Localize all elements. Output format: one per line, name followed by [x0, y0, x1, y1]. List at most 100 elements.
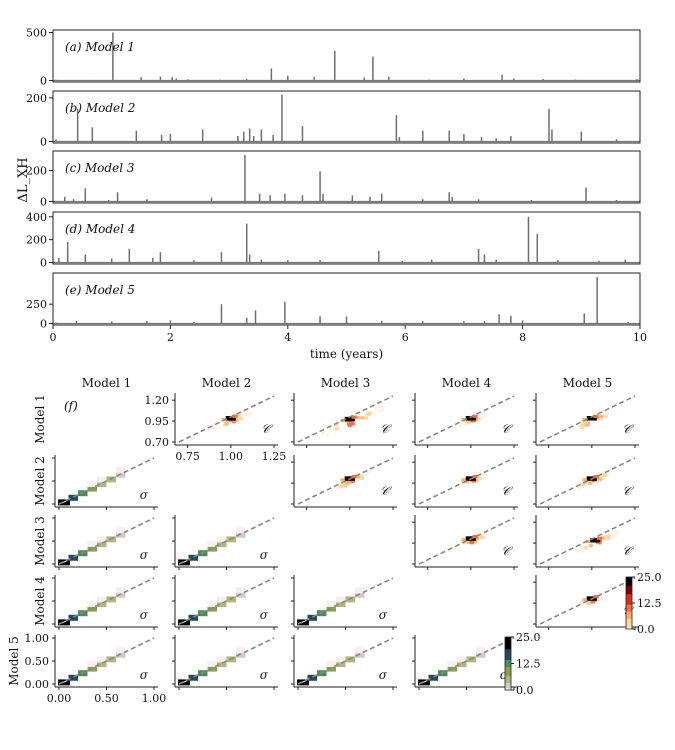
sigma-panel	[52, 575, 158, 630]
correlation-bin	[350, 479, 355, 484]
colorbar-step	[505, 656, 511, 659]
sigma-symbol: σ	[379, 668, 388, 682]
colorbar-label: 0.0	[637, 623, 655, 636]
correlation-bin	[466, 540, 471, 544]
sigma-bin	[97, 656, 107, 663]
sigma-bin	[207, 661, 217, 667]
correlation-bin	[604, 534, 609, 539]
correlation-panel	[172, 393, 278, 448]
colorbar-step	[505, 688, 511, 691]
y-tick-label: 0	[40, 318, 47, 331]
panel-label: (a) Model 1	[65, 40, 135, 54]
colorbar-step	[626, 580, 632, 583]
correlation-bin	[345, 482, 350, 486]
correlation-panel	[412, 393, 518, 448]
x-tick-label: 1.25	[262, 450, 287, 463]
correlation-bin	[224, 421, 229, 425]
correlation-bin	[472, 414, 478, 418]
correlation-bin	[596, 536, 603, 540]
sigma-bin	[457, 661, 467, 667]
colorbar-step	[505, 647, 511, 650]
correlation-bin	[471, 479, 477, 483]
sigma-bin	[217, 656, 227, 663]
correlation-bin	[214, 426, 219, 430]
colorbar-step	[505, 682, 511, 686]
colorbar-step	[626, 623, 632, 627]
correlation-bin	[214, 424, 219, 428]
correlation-bin	[246, 410, 252, 414]
colorbar-step	[626, 622, 632, 625]
correlation-bin	[588, 544, 593, 548]
sigma-bin	[217, 661, 227, 667]
correlation-bin	[576, 487, 582, 491]
correlation-bin	[334, 427, 340, 431]
colorbar-step	[626, 611, 632, 614]
correlation-bin	[585, 423, 590, 427]
colorbar-label: 0.0	[516, 684, 534, 697]
colorbar-step	[505, 665, 511, 668]
correlation-core	[590, 538, 601, 543]
correlation-bin	[588, 481, 593, 485]
correlation-symbol: 𝒞	[501, 484, 513, 498]
correlation-bin	[365, 470, 370, 474]
sigma-symbol: σ	[140, 608, 149, 622]
colorbar-step	[505, 652, 511, 656]
correlation-bin	[602, 413, 608, 417]
sigma-symbol: σ	[140, 668, 149, 682]
x-axis-label: time (years)	[310, 347, 383, 361]
correlation-bin	[585, 601, 591, 606]
colorbar-step	[626, 613, 632, 616]
colorbar-step	[626, 603, 632, 606]
colorbar-step	[505, 667, 511, 670]
sigma-panel	[291, 635, 397, 690]
correlation-bin	[593, 475, 599, 479]
colorbar-step	[505, 670, 511, 673]
correlation-bin	[238, 417, 244, 421]
colorbar-step	[626, 589, 632, 592]
correlation-bin	[330, 488, 335, 492]
y-tick-label: 500	[26, 27, 47, 40]
colorbar-step	[505, 642, 511, 645]
colorbar-step	[626, 627, 632, 630]
identity-line	[178, 577, 275, 625]
correlation-bin	[461, 538, 466, 542]
correlation-bin	[379, 409, 385, 413]
panel-label: (c) Model 3	[65, 161, 135, 175]
panel-label-f: (f)	[64, 399, 78, 413]
identity-line	[418, 457, 515, 505]
colorbar-step	[626, 604, 632, 607]
colorbar-label: 25.0	[637, 571, 662, 584]
correlation-symbol: 𝒞	[501, 422, 513, 436]
x-tick-label: 0.00	[47, 692, 72, 705]
panel-frame	[52, 272, 641, 326]
sigma-panel	[52, 515, 158, 570]
correlation-core	[586, 416, 597, 421]
correlation-bin	[247, 412, 252, 417]
sigma-symbol: σ	[140, 548, 149, 562]
row-header: Model 1	[33, 394, 47, 444]
sigma-bin	[188, 614, 198, 621]
correlation-bin	[347, 480, 353, 484]
colorbar-step	[626, 616, 632, 620]
correlation-panel	[412, 515, 518, 570]
correlation-symbol: 𝒞	[261, 422, 273, 436]
correlation-bin	[364, 416, 369, 420]
sigma-bin	[68, 614, 78, 621]
colorbar-step	[626, 592, 632, 595]
colorbar-step	[505, 638, 511, 642]
correlation-bin	[605, 411, 610, 415]
correlation-bin	[576, 550, 582, 555]
sigma-panel	[172, 635, 278, 690]
correlation-panel	[291, 455, 397, 510]
correlation-bin	[460, 483, 465, 487]
correlation-bin	[465, 421, 471, 425]
correlation-bin	[461, 478, 466, 482]
correlation-bin	[348, 421, 354, 425]
correlation-bin	[236, 413, 242, 418]
sigma-bin	[97, 536, 107, 543]
y-tick-label: 400	[26, 211, 47, 224]
colorbar-step	[505, 644, 511, 647]
correlation-panel	[533, 515, 639, 570]
correlation-bin	[329, 427, 334, 432]
y-tick-label: 250	[26, 298, 47, 311]
